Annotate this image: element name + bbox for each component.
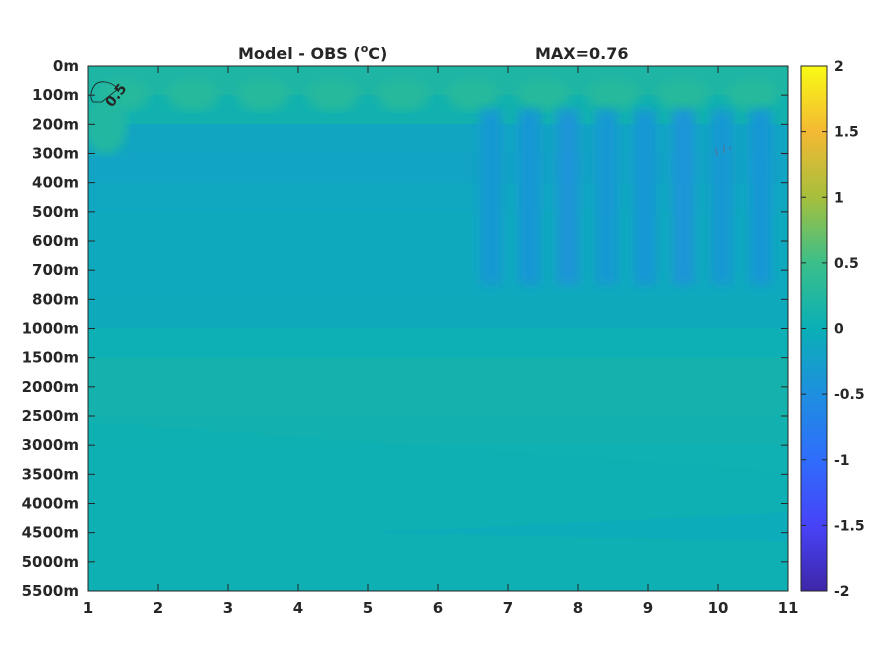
colorbar-tick-label: 0 (834, 322, 844, 338)
y-tick-label: 4000m (22, 495, 79, 513)
colorbar-ticks: 2 1.5 1 0.5 0 -0.5 -1 -1.5 -2 (801, 59, 865, 600)
surface-anomaly (447, 79, 499, 112)
subsurface-anomaly (749, 109, 772, 285)
y-tick-label: 1000m (22, 320, 79, 338)
deep-interface (88, 421, 788, 591)
y-tick-label: 5500m (22, 582, 79, 600)
y-tick-label: 1500m (22, 349, 79, 367)
y-tick-label: 3500m (22, 465, 79, 483)
y-tick-label: 800m (32, 290, 79, 308)
surface-anomaly (727, 79, 779, 112)
heat-band (88, 241, 788, 271)
x-tick-label: 10 (708, 599, 729, 617)
x-tick-label: 2 (153, 599, 163, 617)
warm-corner-anomaly (88, 94, 128, 155)
colorbar-tick-label: 1 (834, 190, 844, 206)
x-tick-label: 11 (778, 599, 799, 617)
chart-title-main: Model - OBS ( (238, 44, 361, 63)
x-tick-label: 5 (363, 599, 373, 617)
surface-anomaly (587, 79, 639, 112)
heat-band (88, 270, 788, 300)
y-tick-label: 500m (32, 203, 79, 221)
y-tick-label: 3000m (22, 436, 79, 454)
surface-anomaly (167, 79, 219, 112)
x-tick-label: 7 (503, 599, 513, 617)
y-tick-label: 300m (32, 145, 79, 163)
chart-title: Model - OBS (oC) (238, 42, 387, 63)
heat-band (88, 357, 788, 388)
colorbar-tick-label: -1.5 (834, 518, 865, 534)
colorbar-tick-label: 1.5 (834, 125, 859, 141)
heat-band (88, 153, 788, 184)
heat-band (88, 124, 788, 154)
y-tick-label: 700m (32, 261, 79, 279)
x-tick-label: 8 (573, 599, 583, 617)
x-tick-label: 4 (293, 599, 303, 617)
subsurface-anomaly (480, 109, 502, 285)
colorbar-tick-label: 0.5 (834, 256, 859, 272)
chart-title-unit: C) (368, 44, 387, 63)
y-tick-label: 5000m (22, 553, 79, 571)
heatmap-field (88, 66, 788, 591)
contour-line-0-5 (90, 81, 119, 103)
surface-anomaly (237, 79, 289, 112)
subsurface-anomaly (557, 109, 579, 285)
heat-band (88, 211, 788, 242)
deep-wedge (368, 512, 788, 542)
y-tick-label: 2500m (22, 407, 79, 425)
x-tick-label: 1 (83, 599, 93, 617)
subsurface-anomaly (672, 109, 695, 285)
subsurface-anomaly (518, 109, 541, 285)
y-tick-label: 600m (32, 232, 79, 250)
surface-anomaly (377, 79, 429, 112)
y-tick-label: 4500m (22, 524, 79, 542)
chart-title-degree: o (361, 42, 369, 55)
chart-max-label: MAX=0.76 (535, 44, 629, 63)
colorbar-tick-label: -2 (834, 584, 850, 600)
x-tick-label: 9 (643, 599, 653, 617)
surface-anomaly (307, 79, 359, 112)
subsurface-anomaly (634, 109, 656, 285)
subsurface-anomaly (711, 109, 733, 285)
y-tick-label: 100m (32, 86, 79, 104)
heat-band (88, 386, 788, 417)
heat-band (88, 328, 788, 359)
plot-axes: 1 2 3 4 5 6 7 8 9 10 11 0m 100m 200m 300m 400m 500m 600m 7… (22, 57, 799, 617)
heat-band (88, 299, 788, 329)
surface-anomaly (517, 79, 569, 112)
x-tick-label: 6 (433, 599, 443, 617)
y-tick-label: 0m (53, 57, 79, 75)
x-tick-label: 3 (223, 599, 233, 617)
subsurface-anomaly (595, 109, 618, 285)
colorbar-tick-label: -1 (834, 453, 850, 469)
y-tick-label: 200m (32, 115, 79, 133)
surface-anomaly (657, 79, 709, 112)
contour-fragment-right (715, 145, 786, 157)
y-tick-label: 400m (32, 174, 79, 192)
colorbar-tick-label: -0.5 (834, 387, 865, 403)
heat-band (88, 182, 788, 213)
colorbar-tick-label: 2 (834, 59, 844, 75)
y-tick-label: 2000m (22, 378, 79, 396)
